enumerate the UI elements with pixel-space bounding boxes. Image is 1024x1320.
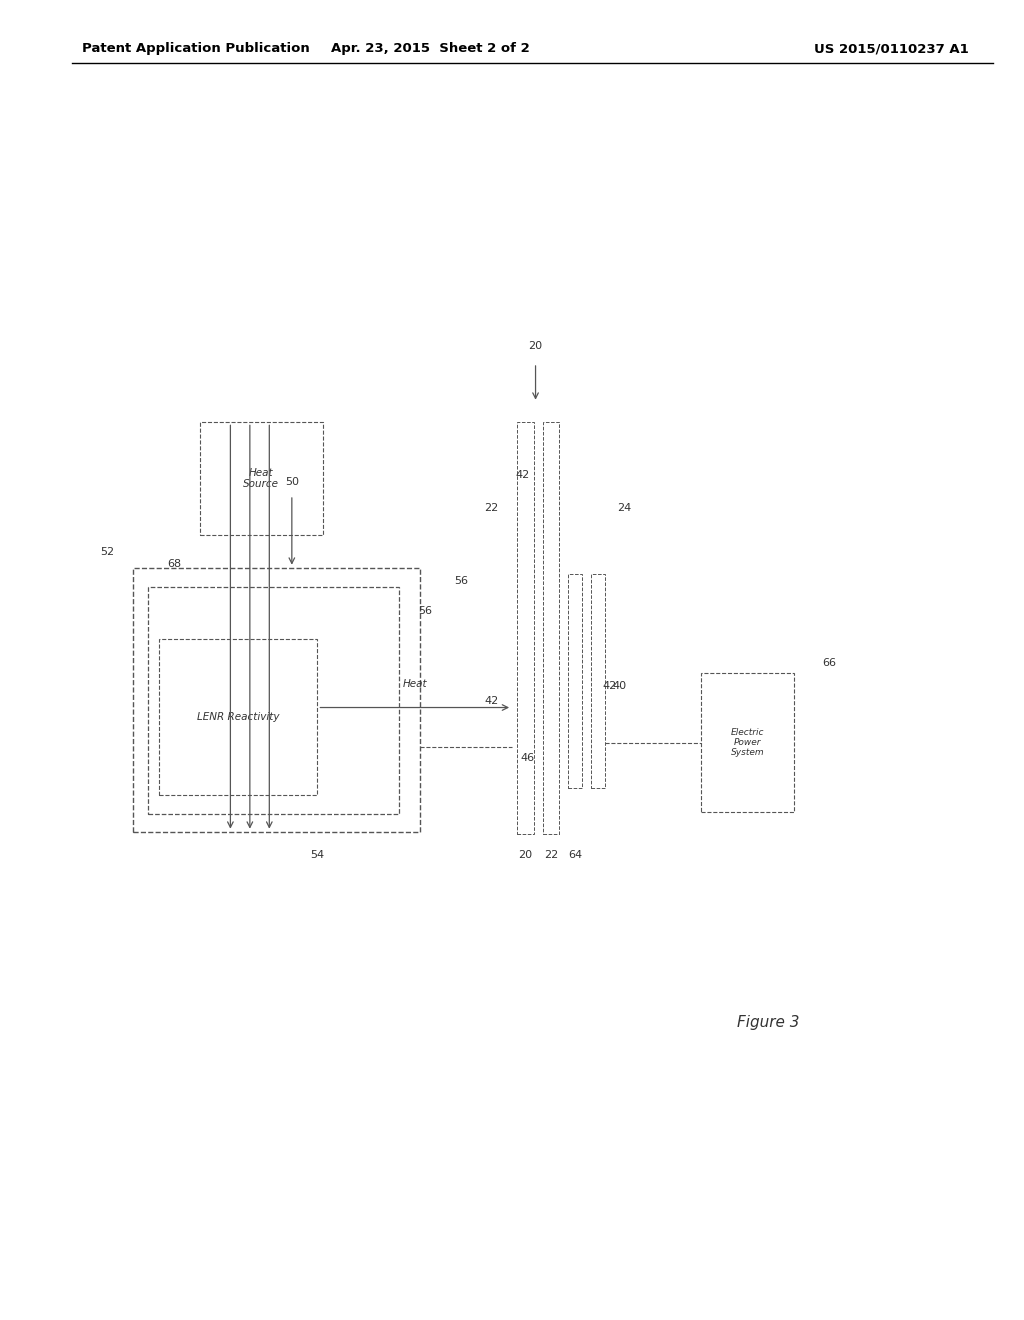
Text: 42: 42 [602, 681, 616, 692]
Text: Heat
Source: Heat Source [243, 467, 280, 490]
Text: 54: 54 [310, 850, 325, 861]
Text: 64: 64 [568, 850, 582, 861]
Text: 68: 68 [167, 558, 181, 569]
Text: 24: 24 [617, 503, 632, 513]
Bar [200, 422, 323, 535]
Text: Figure 3: Figure 3 [736, 1015, 800, 1031]
Text: Patent Application Publication: Patent Application Publication [82, 42, 309, 55]
Bar [517, 422, 534, 834]
Text: 42: 42 [484, 696, 499, 706]
Text: US 2015/0110237 A1: US 2015/0110237 A1 [813, 42, 969, 55]
Text: LENR Reactivity: LENR Reactivity [197, 711, 280, 722]
Bar [701, 673, 794, 812]
Bar [568, 574, 583, 788]
Text: Heat: Heat [402, 678, 427, 689]
Text: Apr. 23, 2015  Sheet 2 of 2: Apr. 23, 2015 Sheet 2 of 2 [331, 42, 529, 55]
Text: 52: 52 [100, 546, 115, 557]
Bar [543, 422, 559, 834]
Bar [159, 639, 317, 795]
Text: 56: 56 [454, 576, 468, 586]
Text: 50: 50 [285, 477, 299, 487]
Text: 42: 42 [515, 470, 529, 480]
Text: 22: 22 [484, 503, 499, 513]
Text: 46: 46 [520, 752, 535, 763]
Bar [591, 574, 605, 788]
Text: Electric
Power
System: Electric Power System [731, 727, 764, 758]
Bar [133, 568, 420, 832]
Text: 20: 20 [518, 850, 532, 861]
Text: 20: 20 [528, 341, 543, 351]
Bar [148, 587, 399, 814]
Text: 22: 22 [544, 850, 558, 861]
Text: 66: 66 [822, 657, 837, 668]
Text: 40: 40 [612, 681, 627, 692]
Text: 56: 56 [418, 606, 432, 616]
